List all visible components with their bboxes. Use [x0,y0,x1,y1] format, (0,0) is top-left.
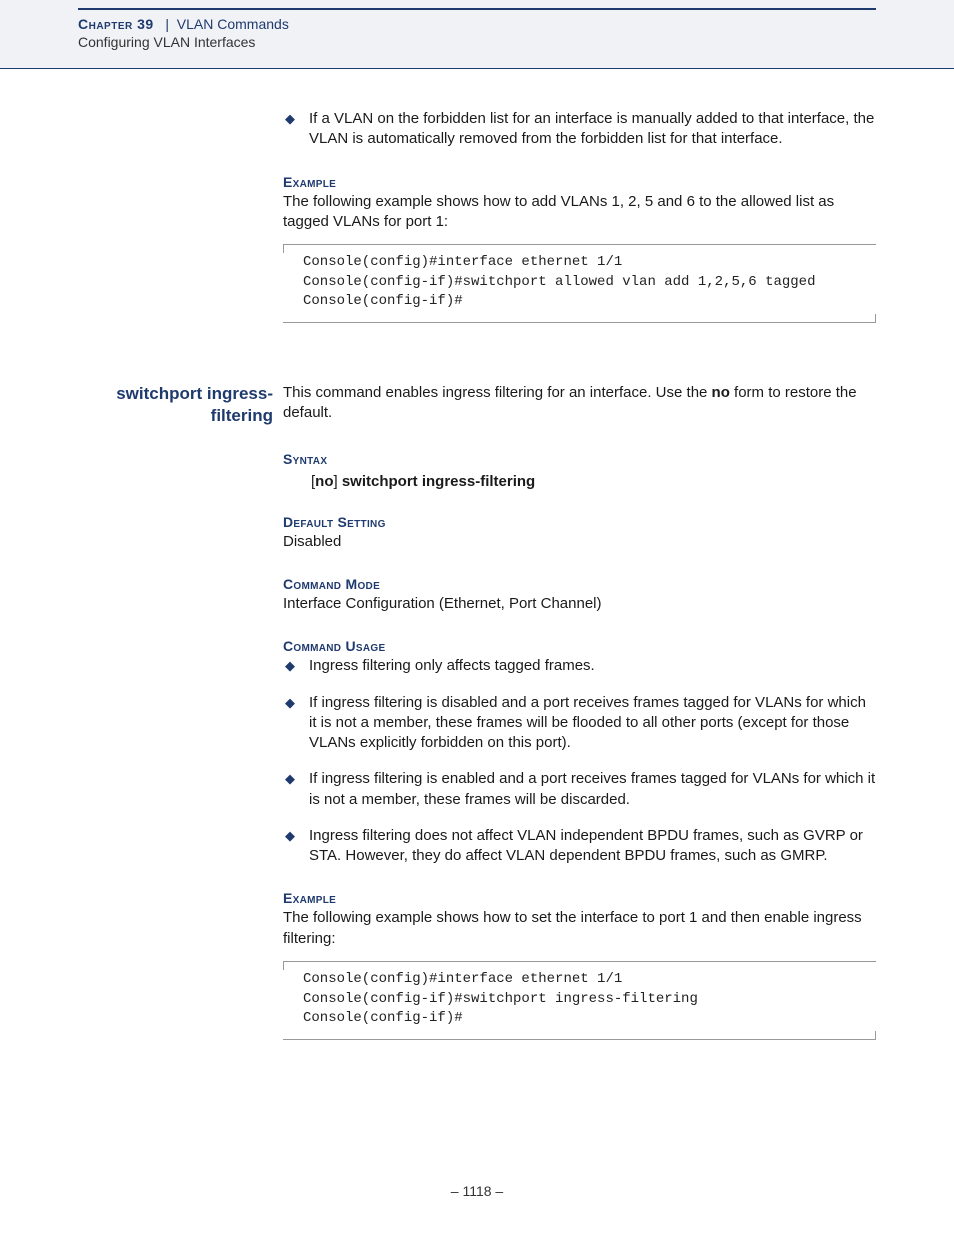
syntax-command: switchport ingress-filtering [342,473,535,490]
cmd-desc-pre: This command enables ingress filtering f… [283,384,712,401]
command-name: switchport ingress- filtering [78,383,283,427]
syntax-bracket-close: ] [334,473,338,490]
chapter-separator: | [165,16,169,32]
section-continuation: If a VLAN on the forbidden list for an i… [283,109,876,323]
syntax-heading: Syntax [283,451,876,467]
page-body: If a VLAN on the forbidden list for an i… [0,69,954,1040]
cmd-desc-no: no [712,384,730,401]
example-intro-2: The following example shows how to set t… [283,908,876,949]
command-name-line2: filtering [211,406,273,425]
mode-value: Interface Configuration (Ethernet, Port … [283,594,876,614]
page-number: – 1118 – [0,1183,954,1199]
command-description: This command enables ingress filtering f… [283,383,876,424]
chapter-line: Chapter 39 | VLAN Commands [78,16,876,32]
code-block: Console(config)#interface ethernet 1/1 C… [283,244,876,323]
example-intro: The following example shows how to add V… [283,192,876,233]
bullet-list: If a VLAN on the forbidden list for an i… [283,109,876,150]
default-heading: Default Setting [283,514,876,530]
syntax-no: no [315,473,333,490]
default-value: Disabled [283,532,876,552]
command-header-row: switchport ingress- filtering This comma… [78,383,876,427]
usage-list: Ingress filtering only affects tagged fr… [283,656,876,866]
command-name-line1: switchport ingress- [116,384,273,403]
list-item: If ingress filtering is enabled and a po… [283,769,876,810]
chapter-subtitle: Configuring VLAN Interfaces [78,34,876,50]
header-band: Chapter 39 | VLAN Commands Configuring V… [0,0,954,69]
syntax-line: [no] switchport ingress-filtering [311,473,876,490]
command-body: Syntax [no] switchport ingress-filtering… [283,451,876,1040]
mode-heading: Command Mode [283,576,876,592]
chapter-title: VLAN Commands [177,16,289,32]
example-heading-2: Example [283,890,876,906]
list-item: If ingress filtering is disabled and a p… [283,693,876,754]
list-item: Ingress filtering only affects tagged fr… [283,656,876,676]
usage-heading: Command Usage [283,638,876,654]
list-item: Ingress filtering does not affect VLAN i… [283,826,876,867]
example-heading: Example [283,174,876,190]
chapter-label: Chapter 39 [78,16,154,32]
header-inner: Chapter 39 | VLAN Commands Configuring V… [78,8,876,50]
code-block-2: Console(config)#interface ethernet 1/1 C… [283,961,876,1040]
list-item: If a VLAN on the forbidden list for an i… [283,109,876,150]
